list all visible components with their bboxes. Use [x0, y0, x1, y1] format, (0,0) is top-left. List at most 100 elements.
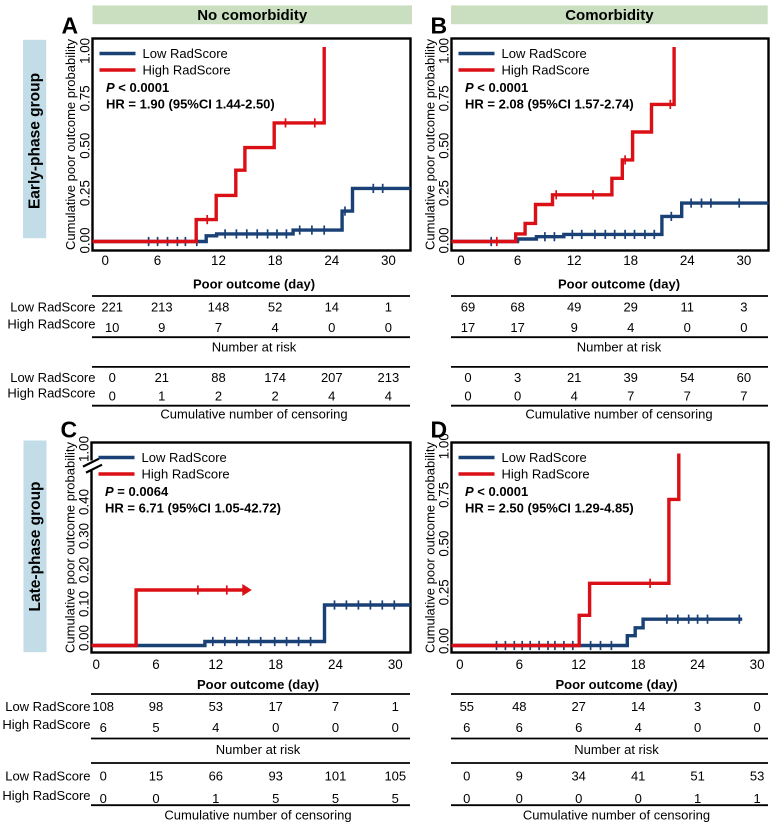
svg-text:0: 0: [463, 791, 470, 806]
svg-text:12: 12: [571, 657, 586, 672]
svg-text:108: 108: [92, 699, 114, 714]
svg-text:Number at risk: Number at risk: [577, 340, 662, 355]
svg-text:Early-phase group: Early-phase group: [27, 73, 44, 209]
svg-text:0.00: 0.00: [437, 227, 452, 253]
svg-text:0.75: 0.75: [78, 85, 93, 111]
svg-text:B: B: [431, 13, 448, 39]
svg-text:93: 93: [268, 769, 282, 784]
svg-text:0: 0: [109, 370, 116, 385]
svg-text:207: 207: [321, 370, 343, 385]
svg-text:0.30: 0.30: [77, 523, 92, 549]
svg-text:0: 0: [694, 720, 701, 735]
svg-text:0.50: 0.50: [78, 133, 93, 159]
svg-text:68: 68: [510, 299, 524, 314]
svg-text:Low RadScore: Low RadScore: [142, 450, 227, 465]
svg-text:1: 1: [753, 791, 760, 806]
svg-text:HR = 2.50 (95%CI 1.29-4.85): HR = 2.50 (95%CI 1.29-4.85): [465, 500, 634, 515]
svg-text:54: 54: [680, 370, 694, 385]
svg-text:4: 4: [635, 720, 642, 735]
svg-text:Poor outcome (day): Poor outcome (day): [555, 677, 677, 692]
svg-text:0: 0: [101, 253, 108, 268]
svg-text:29: 29: [623, 299, 637, 314]
svg-text:Poor outcome (day): Poor outcome (day): [558, 277, 680, 292]
svg-text:6: 6: [514, 253, 521, 268]
svg-text:148: 148: [208, 299, 230, 314]
svg-text:Poor outcome (day): Poor outcome (day): [193, 277, 315, 292]
svg-text:0: 0: [392, 720, 399, 735]
svg-text:6: 6: [516, 720, 523, 735]
svg-text:0.20: 0.20: [77, 557, 92, 583]
svg-text:10: 10: [105, 320, 119, 335]
svg-text:12: 12: [208, 657, 223, 672]
svg-text:Number at risk: Number at risk: [574, 742, 659, 757]
svg-text:C: C: [61, 417, 78, 443]
svg-text:7: 7: [684, 389, 691, 404]
svg-text:30: 30: [388, 657, 403, 672]
svg-text:Cumulative poor outcome probab: Cumulative poor outcome probability: [422, 442, 437, 653]
svg-text:6: 6: [463, 720, 470, 735]
svg-text:6: 6: [100, 720, 107, 735]
svg-text:49: 49: [567, 299, 581, 314]
svg-text:41: 41: [631, 769, 645, 784]
svg-text:0: 0: [514, 389, 521, 404]
svg-text:Cumulative number of censoring: Cumulative number of censoring: [523, 808, 710, 823]
svg-text:18: 18: [268, 657, 283, 672]
svg-text:48: 48: [512, 699, 526, 714]
svg-text:4: 4: [627, 320, 634, 335]
svg-text:0: 0: [464, 370, 471, 385]
svg-text:Low RadScore: Low RadScore: [5, 699, 90, 714]
svg-text:0.75: 0.75: [437, 85, 452, 111]
svg-text:27: 27: [571, 699, 585, 714]
svg-text:5: 5: [152, 720, 159, 735]
svg-text:9: 9: [571, 320, 578, 335]
svg-text:High RadScore: High RadScore: [502, 467, 590, 482]
svg-text:0: 0: [463, 769, 470, 784]
svg-text:0: 0: [272, 720, 279, 735]
svg-text:0.50: 0.50: [437, 133, 452, 159]
svg-text:0.75: 0.75: [437, 482, 452, 508]
svg-text:18: 18: [268, 253, 283, 268]
svg-text:14: 14: [325, 299, 339, 314]
svg-text:51: 51: [690, 769, 704, 784]
svg-text:0: 0: [464, 389, 471, 404]
svg-text:2: 2: [271, 389, 278, 404]
svg-text:0: 0: [575, 791, 582, 806]
svg-text:30: 30: [381, 253, 396, 268]
svg-text:0: 0: [100, 791, 107, 806]
svg-text:101: 101: [325, 769, 347, 784]
svg-text:30: 30: [750, 657, 765, 672]
svg-text:55: 55: [460, 699, 474, 714]
svg-text:0: 0: [516, 791, 523, 806]
svg-text:7: 7: [627, 389, 634, 404]
svg-text:6: 6: [152, 657, 159, 672]
svg-text:0: 0: [456, 657, 463, 672]
svg-text:High RadScore: High RadScore: [2, 788, 90, 803]
svg-text:Cumulative poor outcome probab: Cumulative poor outcome probability: [63, 442, 78, 653]
svg-text:1.00: 1.00: [437, 433, 452, 459]
svg-text:HR = 6.71 (95%CI 1.05-42.72): HR = 6.71 (95%CI 1.05-42.72): [105, 500, 281, 515]
svg-text:1: 1: [158, 389, 165, 404]
svg-text:17: 17: [510, 320, 524, 335]
svg-text:4: 4: [571, 389, 578, 404]
svg-text:Late-phase group: Late-phase group: [27, 481, 44, 611]
svg-text:Poor outcome (day): Poor outcome (day): [197, 677, 319, 692]
svg-text:1: 1: [392, 699, 399, 714]
svg-text:P < 0.0001: P < 0.0001: [106, 80, 169, 95]
svg-text:221: 221: [101, 299, 123, 314]
svg-text:Low RadScore: Low RadScore: [5, 769, 90, 784]
svg-text:D: D: [431, 417, 448, 443]
svg-text:30: 30: [736, 253, 751, 268]
svg-text:24: 24: [690, 657, 705, 672]
svg-text:Cumulative number of censoring: Cumulative number of censoring: [525, 407, 712, 422]
svg-text:High RadScore: High RadScore: [143, 63, 231, 78]
svg-text:4: 4: [328, 389, 335, 404]
svg-text:0: 0: [109, 389, 116, 404]
svg-text:66: 66: [209, 769, 223, 784]
svg-text:14: 14: [631, 699, 645, 714]
svg-text:P < 0.0001: P < 0.0001: [465, 484, 528, 499]
svg-text:1: 1: [694, 791, 701, 806]
svg-text:53: 53: [209, 699, 223, 714]
svg-text:18: 18: [623, 253, 638, 268]
svg-text:3: 3: [694, 699, 701, 714]
svg-text:High RadScore: High RadScore: [7, 385, 95, 400]
